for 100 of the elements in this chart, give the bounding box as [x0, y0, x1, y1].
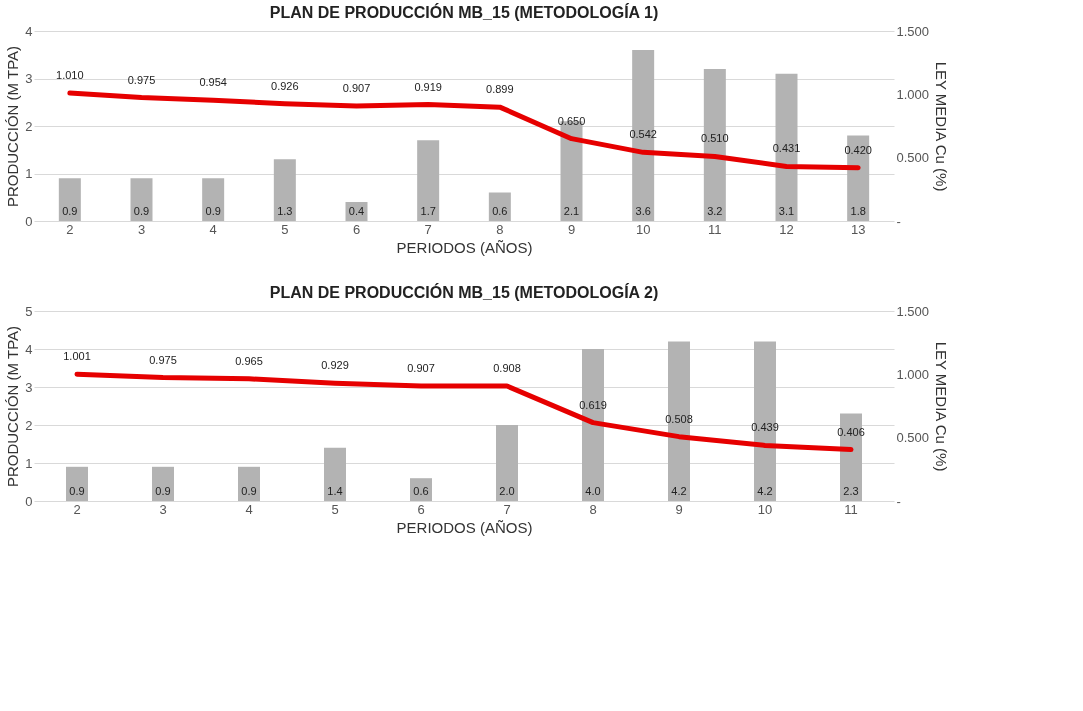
y-tick-label: 0 — [25, 493, 33, 509]
x-tick-label: 6 — [417, 501, 425, 517]
y-axis-title: PRODUCCIÓN (M TPA) — [4, 325, 22, 488]
x-axis-title: PERIODOS (AÑOS) — [396, 238, 533, 256]
x-tick-label: 7 — [503, 501, 511, 517]
bar — [238, 466, 260, 501]
bar — [152, 466, 174, 501]
data-label: 0.510 — [701, 132, 729, 145]
y-tick-label: 2 — [25, 417, 33, 433]
x-tick-label: 2 — [73, 501, 81, 517]
bar — [775, 73, 798, 221]
x-tick-label: 2 — [66, 221, 74, 237]
x-tick-label: 13 — [850, 221, 866, 237]
data-label: 4.0 — [585, 485, 601, 497]
y-axis-title: PRODUCCIÓN (M TPA) — [4, 45, 22, 208]
y2-tick-label: - — [896, 213, 901, 229]
x-tick-label: 9 — [567, 221, 576, 237]
bar — [632, 50, 655, 221]
x-tick-label: 7 — [424, 221, 432, 237]
bar — [66, 466, 88, 501]
data-label: 0.9 — [62, 205, 78, 217]
data-label: 1.3 — [277, 205, 293, 217]
chart-title: PLAN DE PRODUCCIÓN MB_15 (METODOLOGÍA 2) — [269, 283, 659, 301]
data-label: 2.1 — [563, 205, 580, 217]
data-label: 0.965 — [235, 354, 263, 367]
data-label: 3.1 — [778, 205, 795, 217]
x-tick-label: 3 — [137, 221, 146, 237]
x-axis-title: PERIODOS (AÑOS) — [396, 518, 533, 536]
x-tick-label: 9 — [675, 501, 683, 517]
y2-axis-title: LEY MEDIA Cu (%) — [933, 341, 951, 472]
data-label: 0.650 — [557, 114, 586, 127]
x-tick-label: 11 — [844, 501, 858, 517]
data-label: 0.508 — [665, 412, 693, 425]
data-label: 0.9 — [205, 205, 221, 217]
data-label: 1.4 — [327, 485, 343, 497]
x-tick-label: 4 — [209, 221, 217, 237]
chart-title: PLAN DE PRODUCCIÓN MB_15 (METODOLOGÍA 1) — [269, 3, 659, 21]
y2-tick-label: 0.500 — [896, 430, 930, 446]
y-tick-label: 5 — [25, 303, 33, 319]
x-tick-label: 10 — [635, 221, 651, 237]
data-label: 0.907 — [342, 82, 371, 95]
x-tick-label: 6 — [352, 221, 361, 237]
data-label: 0.9 — [241, 485, 257, 497]
data-label: 0.926 — [271, 79, 299, 92]
bar — [58, 178, 81, 221]
data-label: 2.3 — [843, 485, 859, 497]
x-tick-label: 12 — [779, 221, 794, 237]
y-tick-label: 3 — [25, 379, 33, 395]
bar — [417, 140, 440, 221]
x-tick-label: 11 — [708, 221, 722, 237]
data-label: 0.6 — [492, 205, 508, 217]
data-label: 0.899 — [486, 83, 514, 96]
y-tick-label: 4 — [25, 23, 33, 39]
data-label: 0.6 — [413, 485, 429, 497]
data-label: 0.907 — [407, 362, 435, 375]
data-label: 0.406 — [837, 425, 865, 438]
data-label: 0.975 — [127, 73, 156, 86]
bar — [496, 425, 518, 501]
y-tick-label: 0 — [25, 213, 33, 229]
x-tick-label: 8 — [589, 501, 597, 517]
x-tick-label: 3 — [159, 501, 167, 517]
y2-tick-label: - — [896, 493, 901, 509]
bar — [202, 178, 225, 221]
data-label: 0.542 — [629, 128, 657, 141]
data-label: 0.619 — [579, 398, 607, 411]
y2-tick-label: 0.500 — [896, 150, 930, 166]
data-label: 0.954 — [199, 76, 227, 89]
data-label: 1.010 — [56, 69, 84, 82]
y-tick-label: 4 — [25, 341, 33, 357]
data-label: 0.9 — [133, 205, 150, 217]
bar — [130, 178, 153, 221]
bar — [273, 159, 296, 221]
data-label: 0.908 — [493, 361, 521, 374]
data-label: 1.001 — [63, 350, 91, 363]
y-tick-label: 3 — [25, 71, 33, 86]
y2-tick-label: 1.000 — [896, 86, 930, 102]
data-label: 3.6 — [635, 205, 651, 217]
x-tick-label: 4 — [245, 501, 253, 517]
data-label: 4.2 — [757, 485, 773, 497]
bar — [324, 447, 346, 501]
data-label: 3.2 — [707, 205, 723, 217]
data-label: 1.7 — [420, 205, 436, 217]
x-tick-label: 8 — [496, 221, 504, 237]
data-label: 0.439 — [751, 421, 779, 434]
y-tick-label: 2 — [25, 118, 33, 134]
data-label: 0.9 — [69, 485, 85, 497]
y2-tick-label: 1.000 — [896, 366, 930, 382]
y2-axis-title: LEY MEDIA Cu (%) — [933, 61, 951, 192]
data-label: 1.8 — [850, 205, 866, 217]
data-label: 0.431 — [772, 142, 801, 155]
data-label: 0.9 — [155, 485, 171, 497]
x-tick-label: 5 — [331, 501, 339, 517]
data-label: 0.975 — [149, 353, 177, 366]
data-label: 4.2 — [671, 485, 687, 497]
data-label: 0.929 — [321, 359, 349, 372]
data-label: 0.4 — [348, 205, 365, 217]
data-label: 2.0 — [499, 485, 515, 497]
bar — [703, 69, 726, 221]
y-tick-label: 1 — [25, 166, 33, 181]
x-tick-label: 10 — [757, 501, 773, 517]
